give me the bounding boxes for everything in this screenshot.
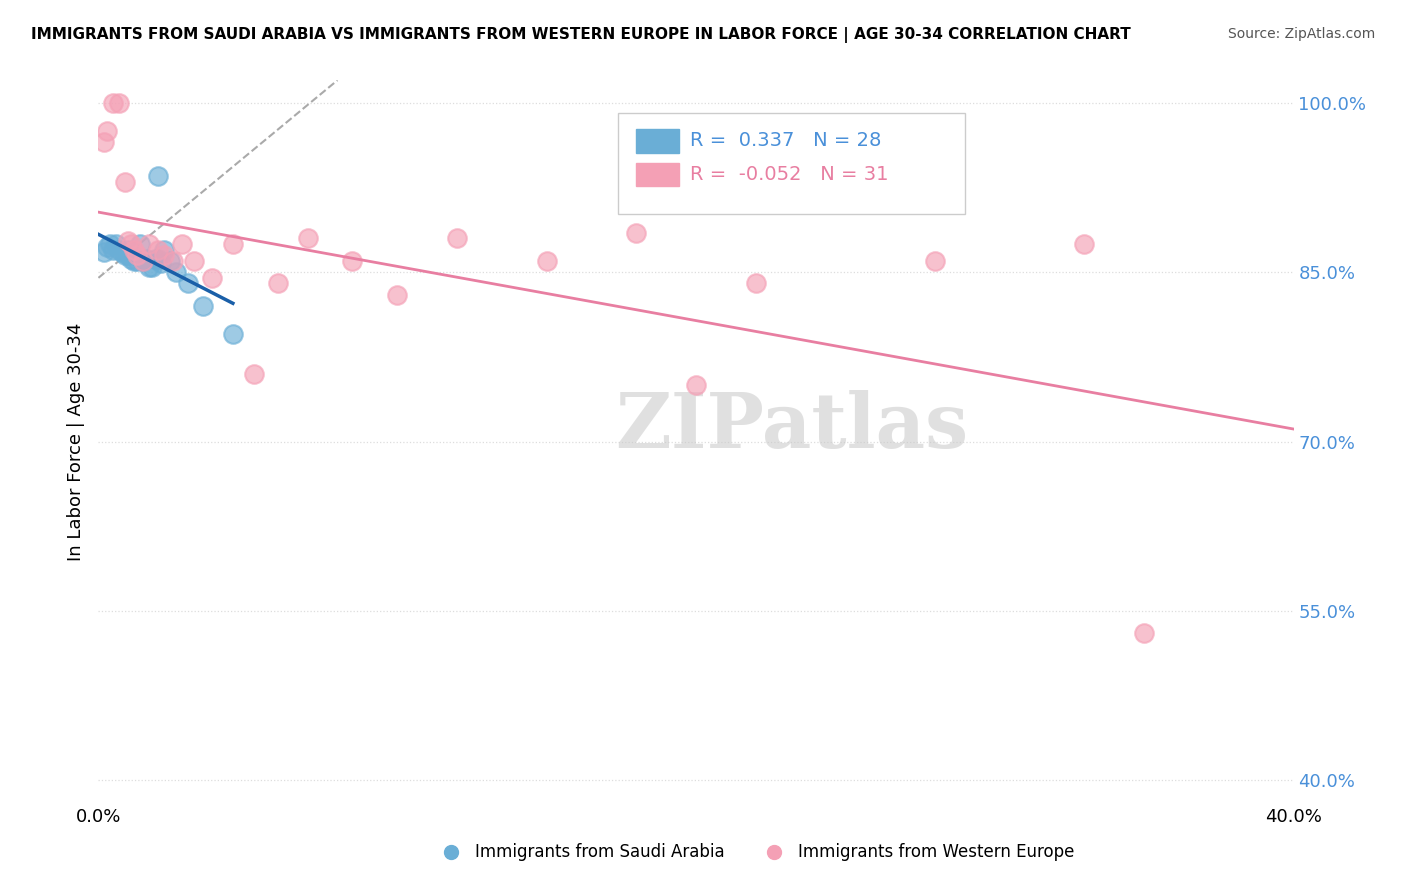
- Point: [111, 244, 134, 259]
- Point: [446, 231, 468, 245]
- Point: [138, 237, 160, 252]
- Point: [183, 253, 205, 268]
- Point: [159, 253, 181, 268]
- Point: [172, 237, 194, 252]
- Point: [117, 248, 139, 262]
- Point: [124, 253, 146, 268]
- Point: [536, 253, 558, 268]
- Text: Source: ZipAtlas.com: Source: ZipAtlas.com: [1227, 27, 1375, 41]
- Text: Immigrants from Western Europe: Immigrants from Western Europe: [797, 843, 1074, 861]
- Point: [120, 252, 142, 266]
- Point: [141, 260, 163, 274]
- Point: [124, 243, 146, 257]
- Point: [108, 95, 131, 110]
- Point: [114, 248, 136, 262]
- Point: [132, 253, 155, 268]
- Point: [96, 240, 118, 254]
- FancyBboxPatch shape: [619, 112, 965, 214]
- Text: R =  -0.052   N = 31: R = -0.052 N = 31: [690, 165, 889, 185]
- Point: [108, 243, 131, 257]
- Point: [201, 270, 224, 285]
- Point: [162, 253, 184, 268]
- Point: [93, 244, 115, 259]
- Point: [1073, 237, 1095, 252]
- Point: [127, 248, 149, 262]
- Point: [148, 243, 170, 257]
- Point: [745, 277, 768, 291]
- Text: R =  0.337   N = 28: R = 0.337 N = 28: [690, 131, 882, 151]
- Point: [127, 253, 149, 268]
- Point: [267, 277, 290, 291]
- Point: [114, 175, 136, 189]
- Point: [96, 124, 118, 138]
- Point: [165, 265, 187, 279]
- Point: [148, 252, 170, 266]
- Point: [1133, 626, 1156, 640]
- Point: [385, 287, 409, 301]
- Point: [153, 243, 176, 257]
- Point: [191, 299, 214, 313]
- Point: [138, 260, 160, 274]
- Point: [685, 378, 707, 392]
- Point: [153, 248, 176, 262]
- Point: [342, 253, 364, 268]
- Point: [120, 237, 142, 252]
- Point: [924, 253, 946, 268]
- Point: [98, 237, 122, 252]
- Point: [626, 226, 648, 240]
- Point: [135, 252, 157, 266]
- Point: [150, 256, 173, 270]
- Point: [117, 234, 139, 248]
- Point: [297, 231, 319, 245]
- Point: [129, 237, 152, 252]
- Point: [117, 243, 139, 257]
- Point: [222, 327, 245, 342]
- Point: [177, 277, 200, 291]
- Point: [243, 367, 266, 381]
- Point: [148, 169, 170, 184]
- Point: [222, 237, 245, 252]
- Point: [132, 253, 155, 268]
- Point: [143, 252, 166, 266]
- Text: Immigrants from Saudi Arabia: Immigrants from Saudi Arabia: [475, 843, 724, 861]
- Text: IMMIGRANTS FROM SAUDI ARABIA VS IMMIGRANTS FROM WESTERN EUROPE IN LABOR FORCE | : IMMIGRANTS FROM SAUDI ARABIA VS IMMIGRAN…: [31, 27, 1130, 43]
- Point: [103, 243, 125, 257]
- Text: ZIPatlas: ZIPatlas: [614, 390, 969, 464]
- Point: [93, 136, 115, 150]
- FancyBboxPatch shape: [637, 129, 679, 153]
- Point: [105, 237, 128, 252]
- FancyBboxPatch shape: [637, 163, 679, 186]
- Point: [103, 95, 125, 110]
- Y-axis label: In Labor Force | Age 30-34: In Labor Force | Age 30-34: [66, 322, 84, 561]
